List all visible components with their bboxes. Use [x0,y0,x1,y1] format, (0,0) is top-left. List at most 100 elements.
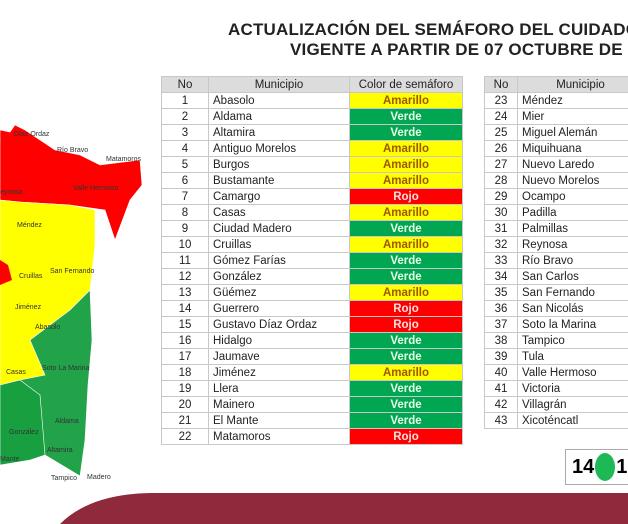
row-no: 3 [161,124,209,141]
row-municipio: Llera [208,380,350,397]
row-color: Amarillo [349,204,463,221]
header-color: Color de semáforo [349,76,463,93]
row-municipio: Nuevo Laredo [517,156,628,173]
row-no: 36 [484,300,518,317]
row-no: 17 [161,348,209,365]
row-color: Amarillo [349,156,463,173]
row-color: Amarillo [349,92,463,109]
row-color: Rojo [349,188,463,205]
row-municipio: Miguel Alemán [517,124,628,141]
row-no: 8 [161,204,209,221]
table-row: 20 Mainero Verde [161,396,463,413]
map-label: Valle Hermoso [73,185,118,192]
row-no: 5 [161,156,209,173]
row-municipio: Burgos [208,156,350,173]
row-municipio: San Fernando [517,284,628,301]
table-row: 16 Hidalgo Verde [161,332,463,349]
map-label: San Fernando [50,268,94,275]
row-no: 12 [161,268,209,285]
map-label: Cruillas [19,273,43,280]
row-no: 18 [161,364,209,381]
row-no: 32 [484,236,518,253]
row-municipio: Méndez [517,92,628,109]
row-no: 14 [161,300,209,317]
table-row: 43 Xicoténcatl [484,412,628,429]
row-municipio: Guerrero [208,300,350,317]
semaforo-table-right: No Municipio 23 Méndez 24 Mier 25 Miguel Alem… [484,76,628,429]
row-no: 13 [161,284,209,301]
map-label: Aldama [55,418,79,425]
row-municipio: Miquihuana [517,140,628,157]
table-row: 24 Mier [484,108,628,125]
title-line-2: VIGENTE A PARTIR DE 07 OCTUBRE DE 20 [290,40,628,59]
map-label: Tampico [51,475,77,482]
row-color: Verde [349,412,463,429]
map-label: Casas [6,369,26,376]
tamaulipas-map: Díaz Ordaz Río Bravo Matamoros eynosa Va… [0,124,143,482]
row-color: Verde [349,252,463,269]
table-row: 37 Soto la Marina [484,316,628,333]
table-row: 21 El Mante Verde [161,412,463,429]
row-no: 41 [484,380,518,397]
row-color: Amarillo [349,236,463,253]
table-row: 6 Bustamante Amarillo [161,172,463,189]
row-municipio: Aldama [208,108,350,125]
row-no: 2 [161,108,209,125]
table-row: 31 Palmillas [484,220,628,237]
row-municipio: Reynosa [517,236,628,253]
row-no: 23 [484,92,518,109]
row-color: Rojo [349,300,463,317]
table-row: 26 Miquihuana [484,140,628,157]
row-no: 37 [484,316,518,333]
row-no: 22 [161,428,209,445]
table-row: 40 Valle Hermoso [484,364,628,381]
header-municipio: Municipio [208,76,350,93]
row-color: Verde [349,380,463,397]
map-label: Jiménez [15,304,42,311]
row-municipio: Camargo [208,188,350,205]
next-count: 1 [616,455,628,478]
row-municipio: Hidalgo [208,332,350,349]
row-color: Amarillo [349,172,463,189]
row-municipio: Ciudad Madero [208,220,350,237]
row-no: 21 [161,412,209,429]
row-no: 28 [484,172,518,189]
row-municipio: Jaumave [208,348,350,365]
row-no: 29 [484,188,518,205]
table-row: 18 Jiménez Amarillo [161,364,463,381]
row-municipio: Güémez [208,284,350,301]
row-no: 1 [161,92,209,109]
row-no: 34 [484,268,518,285]
header-no: No [484,76,518,93]
row-color: Verde [349,268,463,285]
row-municipio: Jiménez [208,364,350,381]
row-municipio: San Carlos [517,268,628,285]
row-municipio: Bustamante [208,172,350,189]
table-row: 5 Burgos Amarillo [161,156,463,173]
row-municipio: Antiguo Morelos [208,140,350,157]
row-municipio: Victoria [517,380,628,397]
table-row: 33 Río Bravo [484,252,628,269]
table-row: 41 Victoria [484,380,628,397]
row-municipio: San Nicolás [517,300,628,317]
table-row: 23 Méndez [484,92,628,109]
row-no: 33 [484,252,518,269]
row-municipio: Abasolo [208,92,350,109]
map-label: Mante [0,456,20,463]
table-row: 8 Casas Amarillo [161,204,463,221]
row-municipio: Altamira [208,124,350,141]
semaforo-table-left: No Municipio Color de semáforo 1 Abasolo A… [161,76,463,445]
table-row: 35 San Fernando [484,284,628,301]
row-no: 27 [484,156,518,173]
row-no: 6 [161,172,209,189]
table-row: 3 Altamira Verde [161,124,463,141]
map-label: Soto La Marina [42,365,90,372]
row-municipio: Tula [517,348,628,365]
row-municipio: Cruillas [208,236,350,253]
row-color: Verde [349,108,463,125]
row-no: 42 [484,396,518,413]
table-row: 13 Güémez Amarillo [161,284,463,301]
map-label: Méndez [17,222,42,229]
green-circle-icon [595,453,616,481]
